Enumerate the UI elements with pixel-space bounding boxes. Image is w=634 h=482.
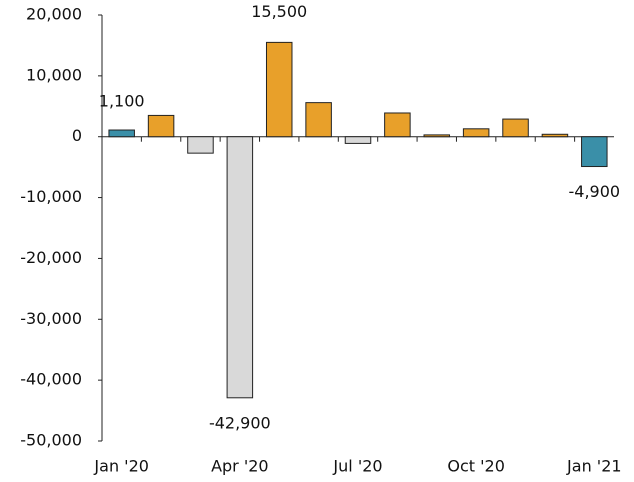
bar [344,136,372,144]
bar [265,41,293,138]
bar [423,134,451,138]
bar [305,102,332,138]
bar [147,114,175,138]
value-label: 15,500 [251,2,307,21]
bar [384,112,411,138]
bar [226,136,254,399]
value-label: 1,100 [99,92,145,111]
y-tick-label: 20,000 [26,5,82,24]
value-label: -4,900 [569,182,621,201]
x-tick-label: Jan '21 [566,457,622,476]
value-label: -42,900 [209,413,271,432]
y-tick-label: 0 [72,126,82,145]
x-tick-label: Jan '20 [93,457,149,476]
bar [541,133,569,138]
bar [108,129,135,138]
y-tick-label: -30,000 [20,309,82,328]
y-tick-label: -50,000 [20,431,82,450]
x-tick-label: Oct '20 [447,457,505,476]
bar [187,136,214,154]
x-tick-label: Apr '20 [211,457,269,476]
bar [462,128,490,138]
y-tick-label: -10,000 [20,187,82,206]
y-tick-label: 10,000 [26,65,82,84]
bar [581,136,608,168]
y-tick-label: -40,000 [20,370,82,389]
y-tick-label: -20,000 [20,248,82,267]
bar [502,118,529,138]
x-tick-label: Jul '20 [332,457,382,476]
